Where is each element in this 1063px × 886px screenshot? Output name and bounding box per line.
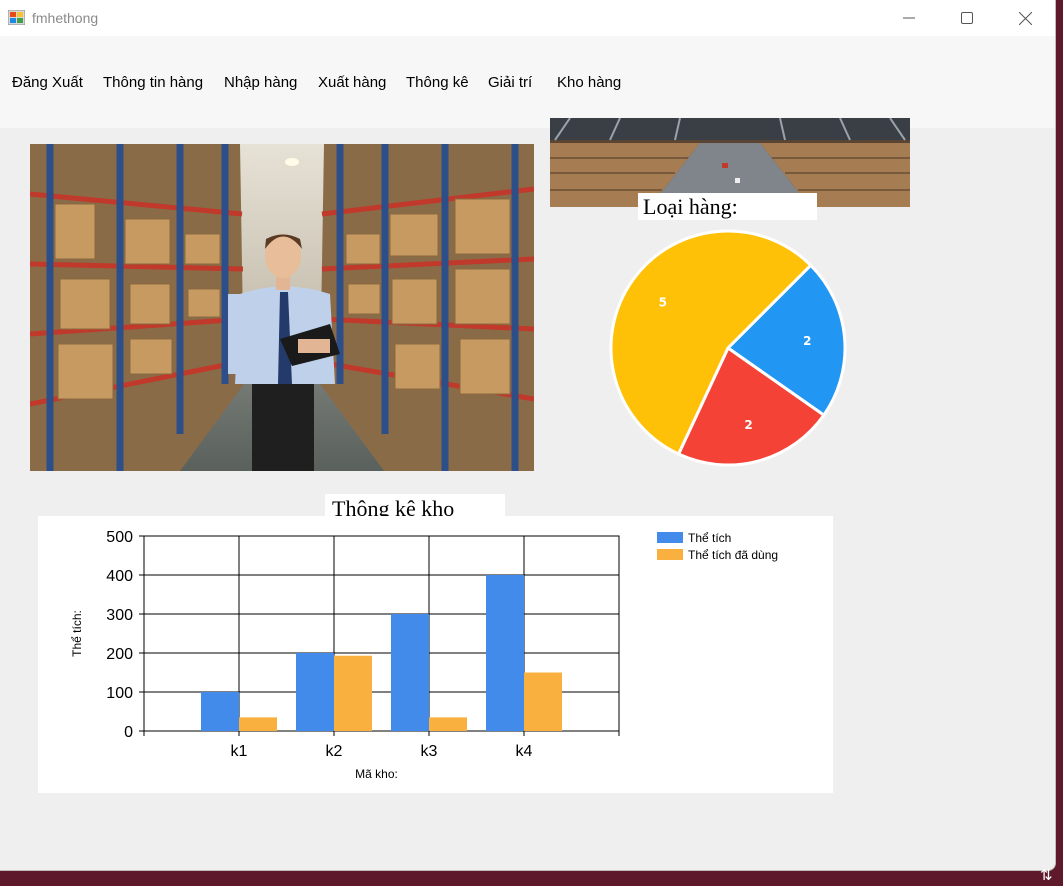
title-bar[interactable]: fmhethong bbox=[0, 0, 1055, 36]
legend-swatch bbox=[657, 549, 683, 560]
minimize-icon bbox=[903, 17, 915, 19]
pie-slice bbox=[725, 263, 847, 418]
app-icon bbox=[8, 10, 25, 25]
bar bbox=[239, 717, 277, 731]
y-tick-label: 300 bbox=[106, 607, 133, 624]
menu-item-dang-xuat[interactable]: Đăng Xuất bbox=[12, 74, 83, 91]
bar bbox=[391, 614, 429, 731]
y-tick-label: 100 bbox=[106, 685, 133, 702]
bar bbox=[296, 653, 334, 731]
legend-label: Thể tích bbox=[688, 531, 731, 545]
bar bbox=[201, 692, 239, 731]
menu-item-thong-tin-hang[interactable]: Thông tin hàng bbox=[103, 74, 204, 91]
y-tick-label: 0 bbox=[124, 724, 133, 741]
x-tick-label: k4 bbox=[516, 743, 533, 760]
x-tick-label: k3 bbox=[421, 743, 438, 760]
pie-slice-label: 2 bbox=[744, 418, 752, 432]
bar-chart: 0 100 200 300 400 500 k1 k2 k3 k4 Thể tích: Mã kho:… bbox=[38, 516, 833, 793]
y-axis-label: Thể tích: bbox=[70, 610, 84, 657]
bar bbox=[524, 672, 562, 731]
close-button[interactable] bbox=[996, 0, 1054, 36]
maximize-button[interactable] bbox=[938, 0, 996, 36]
window-title: fmhethong bbox=[32, 10, 99, 26]
bar bbox=[429, 717, 467, 731]
menu-item-xuat-hang[interactable]: Xuất hàng bbox=[318, 74, 387, 91]
menu-item-kho-hang[interactable]: Kho hàng bbox=[557, 74, 622, 91]
bar bbox=[486, 575, 524, 731]
menu-item-thong-ke[interactable]: Thông kê bbox=[406, 74, 469, 91]
minimize-button[interactable] bbox=[880, 0, 938, 36]
pie-slice-label: 2 bbox=[803, 334, 811, 348]
menu-item-giai-tri[interactable]: Giải trí bbox=[488, 74, 533, 91]
menu-item-nhap-hang[interactable]: Nhập hàng bbox=[224, 74, 298, 91]
x-axis-label: Mã kho: bbox=[355, 767, 398, 781]
pie-slice-label: 5 bbox=[659, 295, 667, 309]
plot-border bbox=[143, 535, 620, 732]
y-tick-label: 500 bbox=[106, 529, 133, 546]
maximize-icon bbox=[961, 12, 973, 24]
pie-chart: 2 2 5 bbox=[600, 222, 860, 477]
bar bbox=[334, 655, 372, 731]
warehouse-aerial-image bbox=[550, 118, 910, 207]
close-icon bbox=[1018, 11, 1032, 25]
pie-chart-title: Loại hàng: bbox=[638, 193, 817, 220]
sort-arrows-icon: ⇅ bbox=[1040, 867, 1053, 884]
legend-label: Thể tích đã dùng bbox=[688, 548, 778, 562]
app-window: fmhethong Đăng Xuất Thông tin hàng Nhập … bbox=[0, 0, 1056, 871]
y-tick-label: 200 bbox=[106, 646, 133, 663]
x-tick-label: k1 bbox=[231, 743, 248, 760]
x-tick-label: k2 bbox=[326, 743, 343, 760]
menu-bar: Đăng Xuất Thông tin hàng Nhập hàng Xuất … bbox=[0, 36, 1055, 128]
legend-swatch bbox=[657, 532, 683, 543]
pie-slice bbox=[609, 229, 813, 457]
warehouse-worker-image bbox=[30, 144, 534, 471]
y-tick-label: 400 bbox=[106, 568, 133, 585]
